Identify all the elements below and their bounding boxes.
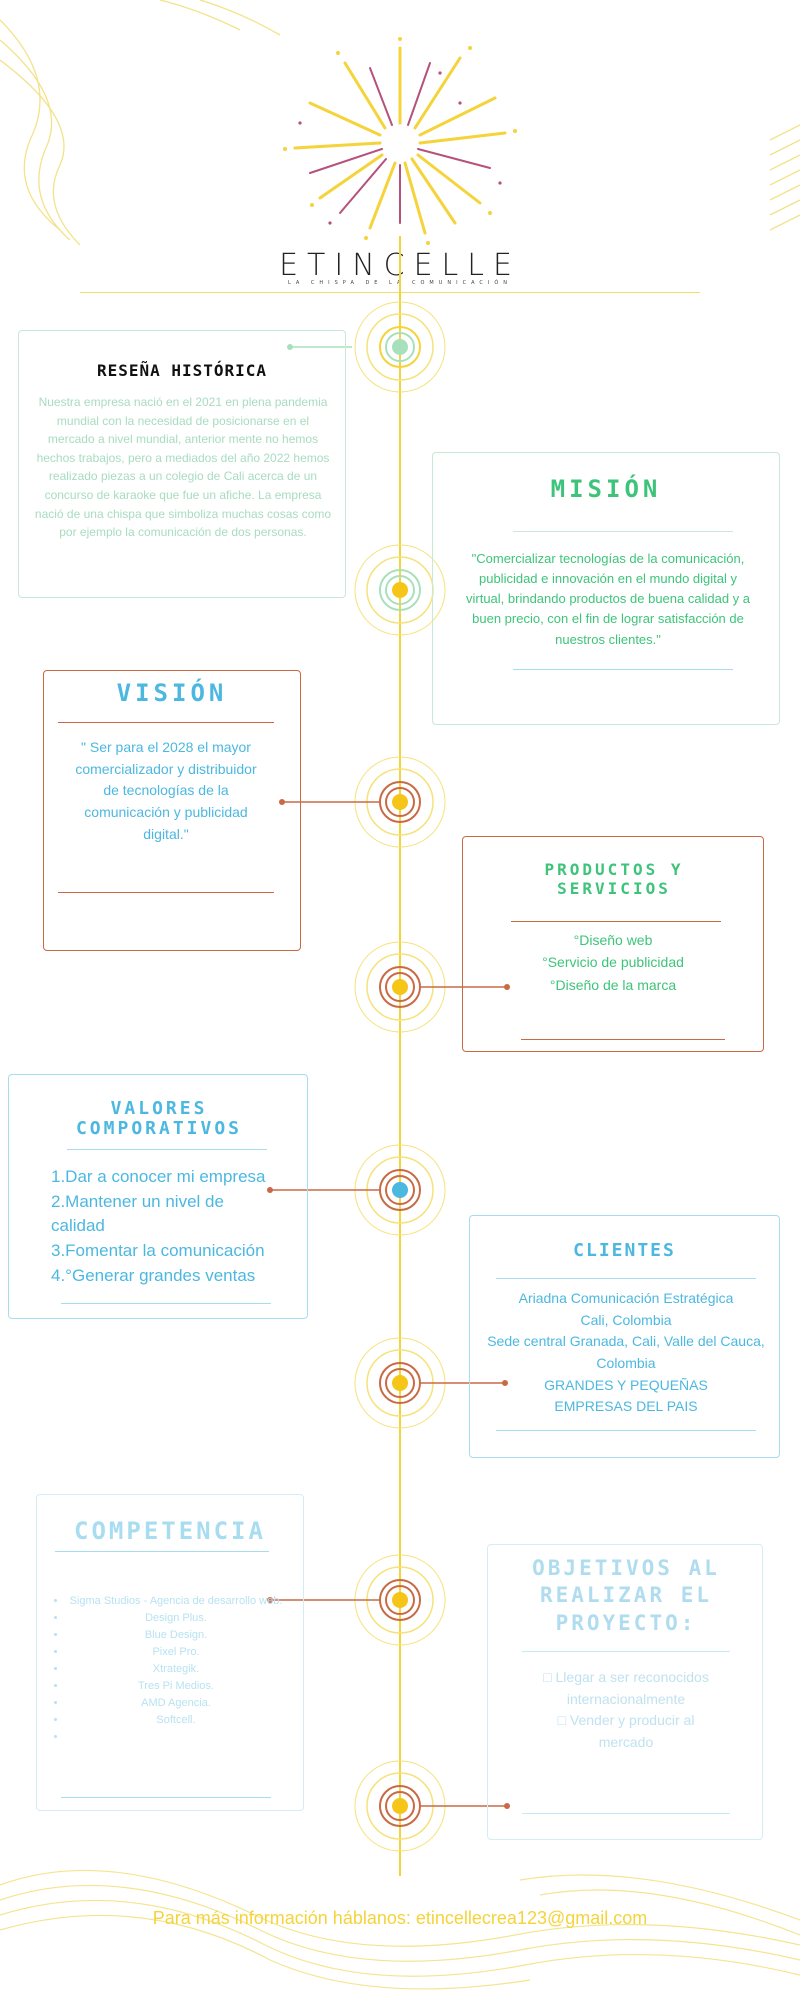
productos-card: PRODUCTOS Y SERVICIOS °Diseño web °Servi…: [462, 836, 764, 1052]
clientes-list: Ariadna Comunicación Estratégica Cali, C…: [484, 1288, 768, 1418]
competencia-divider-top: [55, 1551, 269, 1552]
clientes-line: GRANDES Y PEQUEÑAS EMPRESAS DEL PAIS: [544, 1376, 708, 1415]
valores-item: 3.Fomentar la comunicación: [51, 1240, 265, 1260]
firework-logo: [283, 37, 517, 245]
clientes-line: Cali, Colombia: [580, 1311, 672, 1328]
node-dot-green: [392, 339, 408, 355]
clientes-line: Ariadna Comunicación Estratégica: [518, 1290, 734, 1306]
competencia-list: Sigma Studios - Agencia de desarrollo we…: [45, 1593, 285, 1746]
resena-text: Nuestra empresa nació en el 2021 en plen…: [34, 395, 332, 540]
competencia-item: Pixel Pro.: [67, 1644, 285, 1661]
timeline-line: [399, 236, 401, 1876]
vision-divider-top: [58, 722, 274, 723]
clientes-divider-top: [496, 1278, 756, 1279]
objetivos-item: □ Llegar a ser reconocidos internacional…: [543, 1669, 709, 1707]
productos-title: PRODUCTOS Y SERVICIOS: [544, 860, 684, 899]
clientes-line: Sede central Granada, Cali, Valle del Ca…: [487, 1333, 765, 1372]
vision-divider-bottom: [58, 892, 274, 893]
valores-item: 1.Dar a conocer mi empresa: [51, 1167, 266, 1186]
productos-divider-top: [511, 921, 721, 922]
productos-item: °Servicio de publicidad: [542, 954, 684, 971]
mision-divider-top: [513, 531, 733, 532]
vision-title: VISIÓN: [116, 679, 228, 707]
productos-list: °Diseño web °Servicio de publicidad °Dis…: [463, 929, 763, 996]
competencia-item: Tres Pi Medios.: [67, 1678, 285, 1695]
valores-item: 4.°Generar grandes ventas: [51, 1265, 256, 1285]
header-divider: [80, 292, 700, 293]
resena-title: RESEÑA HISTÓRICA: [96, 361, 268, 380]
valores-divider-top: [67, 1149, 267, 1150]
objetivos-divider-bottom: [522, 1813, 730, 1814]
valores-list: 1.Dar a conocer mi empresa 2.Mantener un…: [51, 1165, 301, 1288]
brand-tagline: LA CHISPA DE LA COMUNICACIÓN: [287, 280, 513, 286]
node-ring-outer: [354, 301, 446, 393]
vision-text: " Ser para el 2028 el mayor comercializa…: [75, 739, 257, 842]
productos-item: °Diseño web: [573, 932, 653, 948]
clientes-card: CLIENTES Ariadna Comunicación Estratégic…: [469, 1215, 780, 1458]
valores-item: 2.Mantener un nivel de calidad: [51, 1191, 224, 1236]
competencia-item: Sigma Studios - Agencia de desarrollo we…: [67, 1593, 285, 1610]
competencia-item: Blue Design.: [67, 1627, 285, 1644]
objetivos-divider-top: [522, 1651, 730, 1652]
objetivos-title: OBJETIVOS AL REALIZAR EL PROYECTO:: [532, 1556, 720, 1635]
brand-name: ETINCELLE: [279, 248, 521, 283]
competencia-item: AMD Agencia.: [67, 1695, 285, 1712]
competencia-item: [67, 1729, 285, 1746]
productos-item: °Diseño de la marca: [549, 976, 677, 993]
competencia-divider-bottom: [61, 1797, 271, 1798]
competencia-item: Softcell.: [67, 1712, 285, 1729]
valores-title: VALORES COMPORATIVOS: [75, 1098, 243, 1139]
mision-title: MISIÓN: [550, 475, 662, 503]
competencia-item: Xtrategik.: [67, 1661, 285, 1678]
mision-text: "Comercializar tecnologías de la comunic…: [465, 551, 751, 647]
objetivos-card: OBJETIVOS AL REALIZAR EL PROYECTO: □ Lle…: [487, 1544, 763, 1840]
mision-divider-bottom: [513, 669, 733, 670]
competencia-card: COMPETENCIA Sigma Studios - Agencia de d…: [36, 1494, 304, 1811]
objetivos-list: □ Llegar a ser reconocidos internacional…: [508, 1667, 744, 1754]
resena-card: RESEÑA HISTÓRICA Nuestra empresa nació e…: [18, 330, 346, 598]
clientes-divider-bottom: [496, 1430, 756, 1431]
valores-card: VALORES COMPORATIVOS 1.Dar a conocer mi …: [8, 1074, 308, 1319]
objetivos-item: □ Vender y producir al mercado: [557, 1712, 695, 1751]
mision-card: MISIÓN "Comercializar tecnologías de la …: [432, 452, 780, 725]
valores-divider-bottom: [61, 1303, 271, 1304]
competencia-item: Design Plus.: [67, 1610, 285, 1627]
productos-divider-bottom: [521, 1039, 725, 1040]
footer-contact: Para más información háblanos: etincelle…: [152, 1908, 648, 1928]
vision-card: VISIÓN " Ser para el 2028 el mayor comer…: [43, 670, 301, 951]
clientes-title: CLIENTES: [573, 1240, 676, 1261]
competencia-title: COMPETENCIA: [74, 1517, 266, 1545]
